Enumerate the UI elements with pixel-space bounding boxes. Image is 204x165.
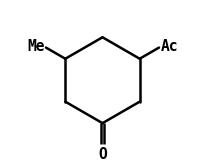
Text: Me: Me xyxy=(27,39,44,54)
Text: Ac: Ac xyxy=(160,39,177,54)
Text: O: O xyxy=(98,147,106,162)
